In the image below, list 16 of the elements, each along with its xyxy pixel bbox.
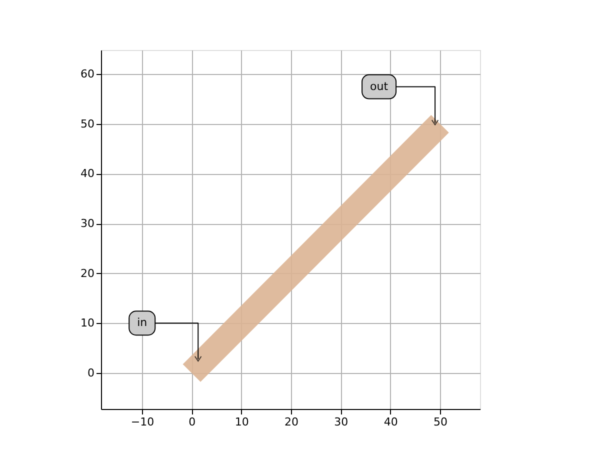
x-tick-label: 50: [434, 416, 448, 428]
y-tick-label: 0: [88, 366, 94, 380]
y-tick-label: 20: [80, 266, 94, 280]
x-tick-label: 10: [234, 416, 249, 428]
y-tick-label: 30: [80, 217, 94, 230]
annotation: out: [370, 80, 389, 93]
x-tick-label: −10: [130, 416, 154, 428]
y-tick-label: 10: [80, 316, 94, 330]
x-tick-label: 40: [384, 416, 398, 428]
annotation: in: [137, 316, 148, 330]
y-tick-label: 60: [80, 67, 94, 80]
y-tick-label: 50: [80, 117, 94, 130]
x-tick-label: 20: [284, 416, 298, 428]
y-tick-label: 40: [80, 167, 94, 180]
x-tick-label: 30: [334, 416, 348, 428]
x-tick-label: 0: [188, 416, 196, 428]
